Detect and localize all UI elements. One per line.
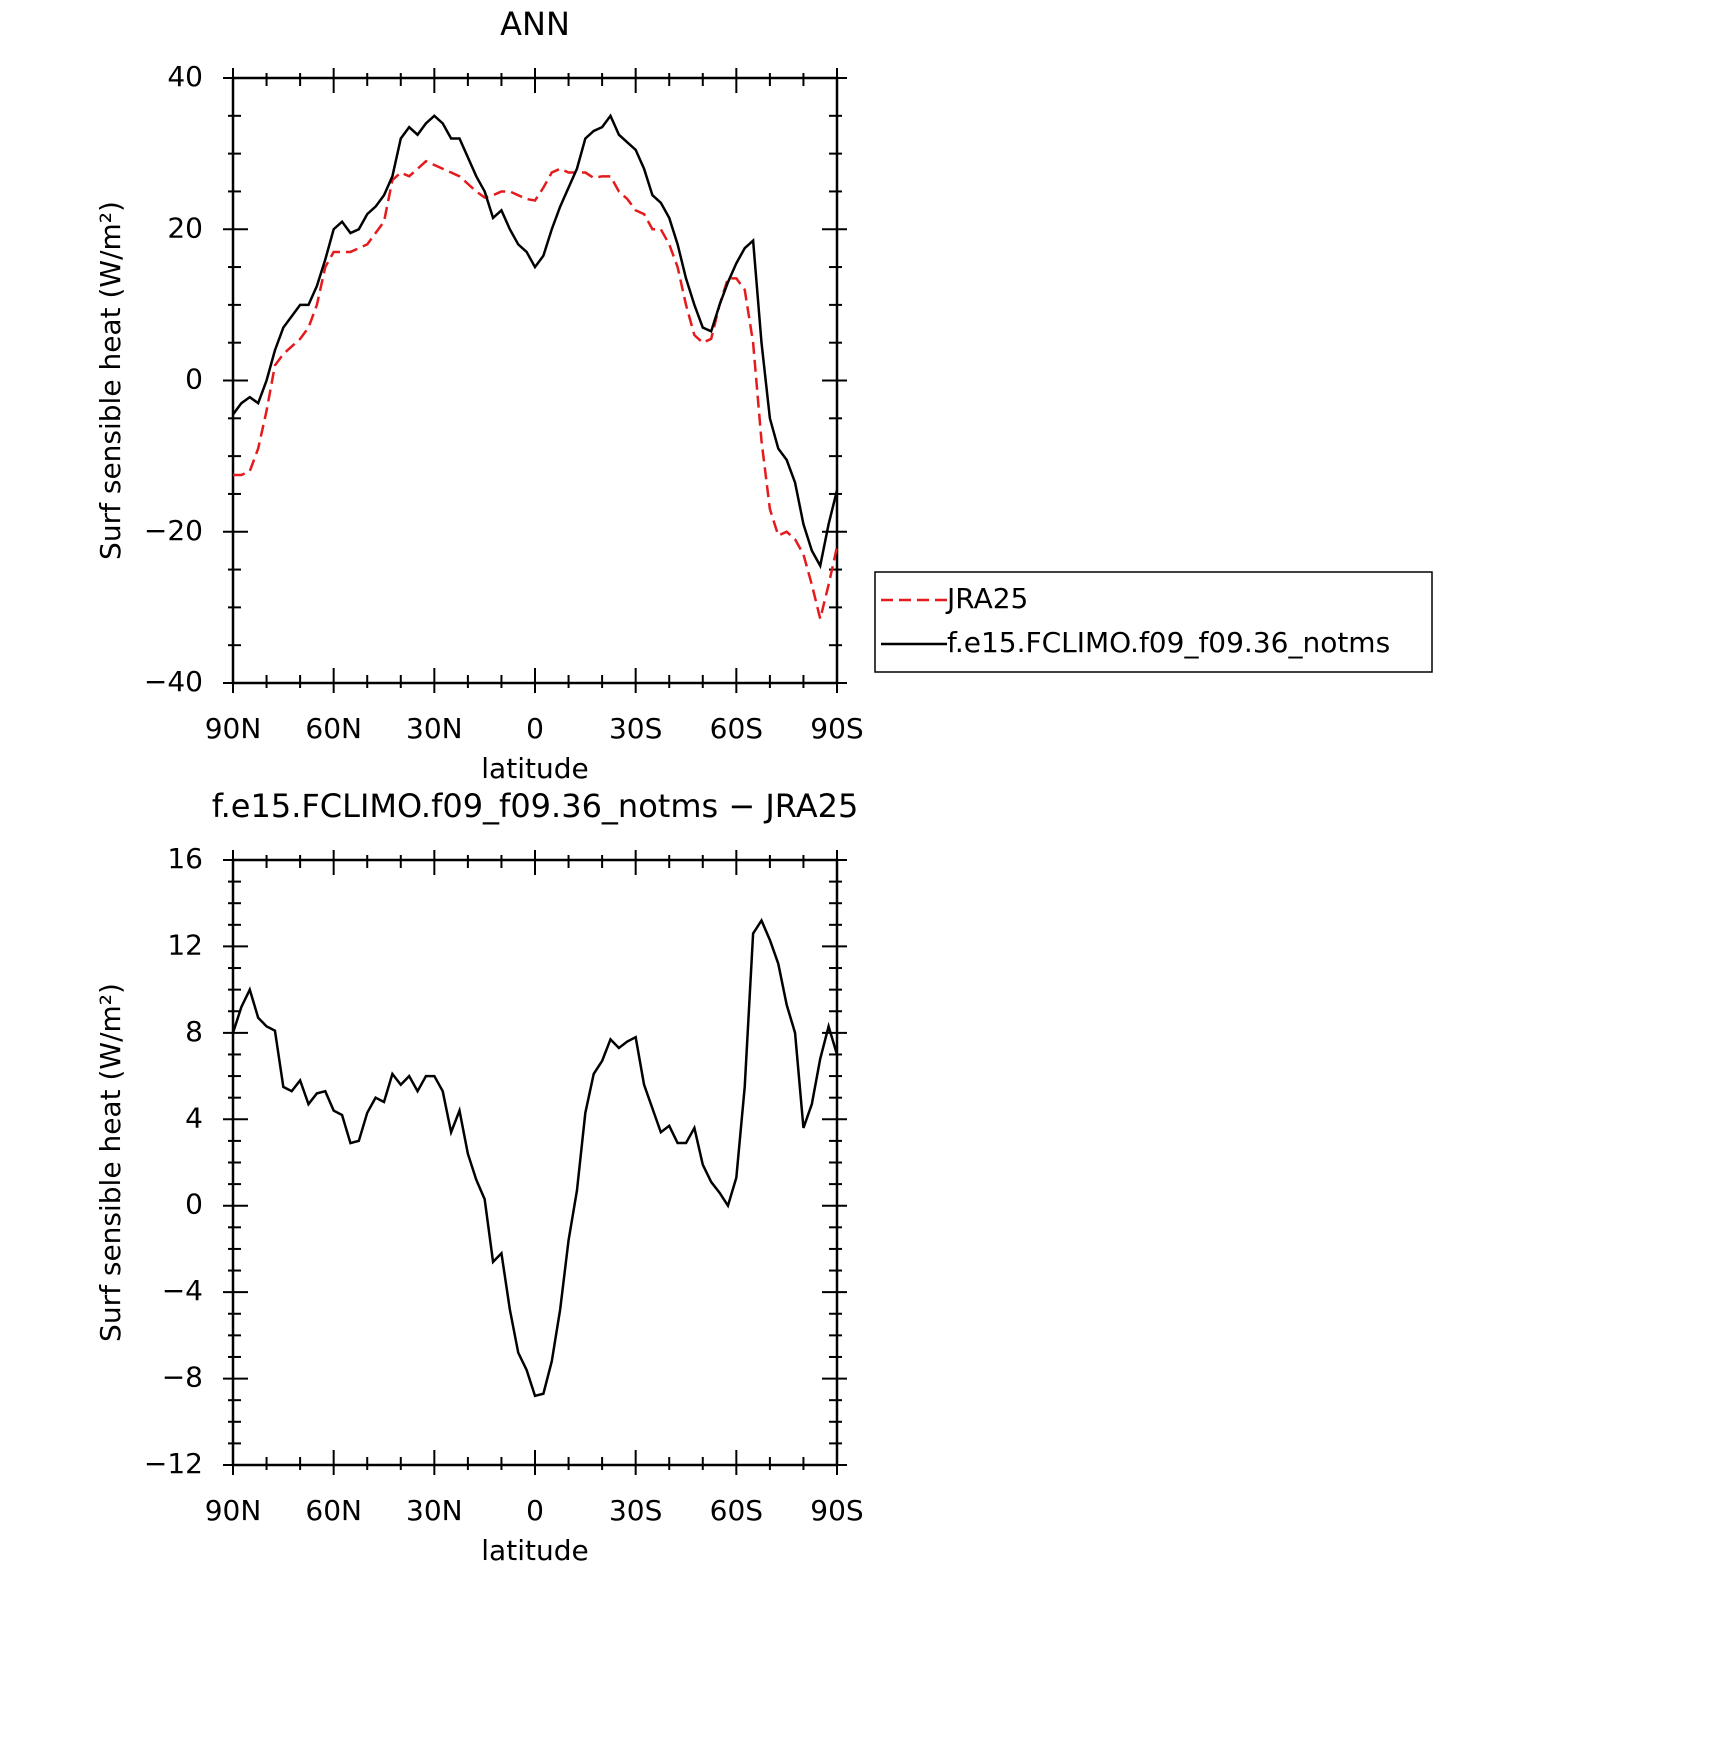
legend-box [874, 571, 1433, 673]
x-tick-label: 60N [305, 712, 362, 745]
y-tick-label: 4 [185, 1101, 203, 1134]
y-tick-label: 0 [185, 363, 203, 396]
y-tick-label: −12 [144, 1447, 203, 1480]
x-tick-label: 60N [305, 1494, 362, 1527]
y-tick-label: 16 [167, 842, 203, 875]
x-tick-label: 90N [205, 712, 262, 745]
x-tick-label: 90N [205, 1494, 262, 1527]
x-axis-label: latitude [481, 752, 588, 785]
y-tick-label: −40 [144, 665, 203, 698]
y-tick-label: −8 [162, 1361, 203, 1394]
data-line [231, 113, 839, 570]
x-tick-label: 30N [406, 712, 463, 745]
y-tick-label: 0 [185, 1188, 203, 1221]
chart-title: ANN [500, 5, 570, 43]
legend-label: JRA25 [945, 582, 1028, 615]
x-tick-label: 90S [810, 1494, 863, 1527]
x-axis-label: latitude [481, 1534, 588, 1567]
x-tick-label: 60S [710, 712, 763, 745]
y-axis-label: Surf sensible heat (W/m²) [94, 983, 127, 1342]
y-tick-label: −4 [162, 1274, 203, 1307]
y-tick-label: −20 [144, 514, 203, 547]
legend-label: f.e15.FCLIMO.f09_f09.36_notms [947, 626, 1390, 659]
data-line [231, 917, 839, 1398]
y-tick-label: 20 [167, 211, 203, 244]
y-tick-label: 8 [185, 1015, 203, 1048]
plot-frame [231, 76, 839, 685]
x-tick-label: 0 [526, 712, 544, 745]
y-tick-label: 12 [167, 928, 203, 961]
chart-title: f.e15.FCLIMO.f09_f09.36_notms − JRA25 [212, 787, 859, 825]
plot-frame [231, 858, 839, 1467]
x-tick-label: 30S [609, 712, 662, 745]
x-tick-label: 30N [406, 1494, 463, 1527]
x-tick-label: 60S [710, 1494, 763, 1527]
y-axis-label: Surf sensible heat (W/m²) [94, 201, 127, 560]
x-tick-label: 0 [526, 1494, 544, 1527]
x-tick-label: 90S [810, 712, 863, 745]
data-line [233, 159, 839, 620]
x-tick-label: 30S [609, 1494, 662, 1527]
y-tick-label: 40 [167, 60, 203, 93]
